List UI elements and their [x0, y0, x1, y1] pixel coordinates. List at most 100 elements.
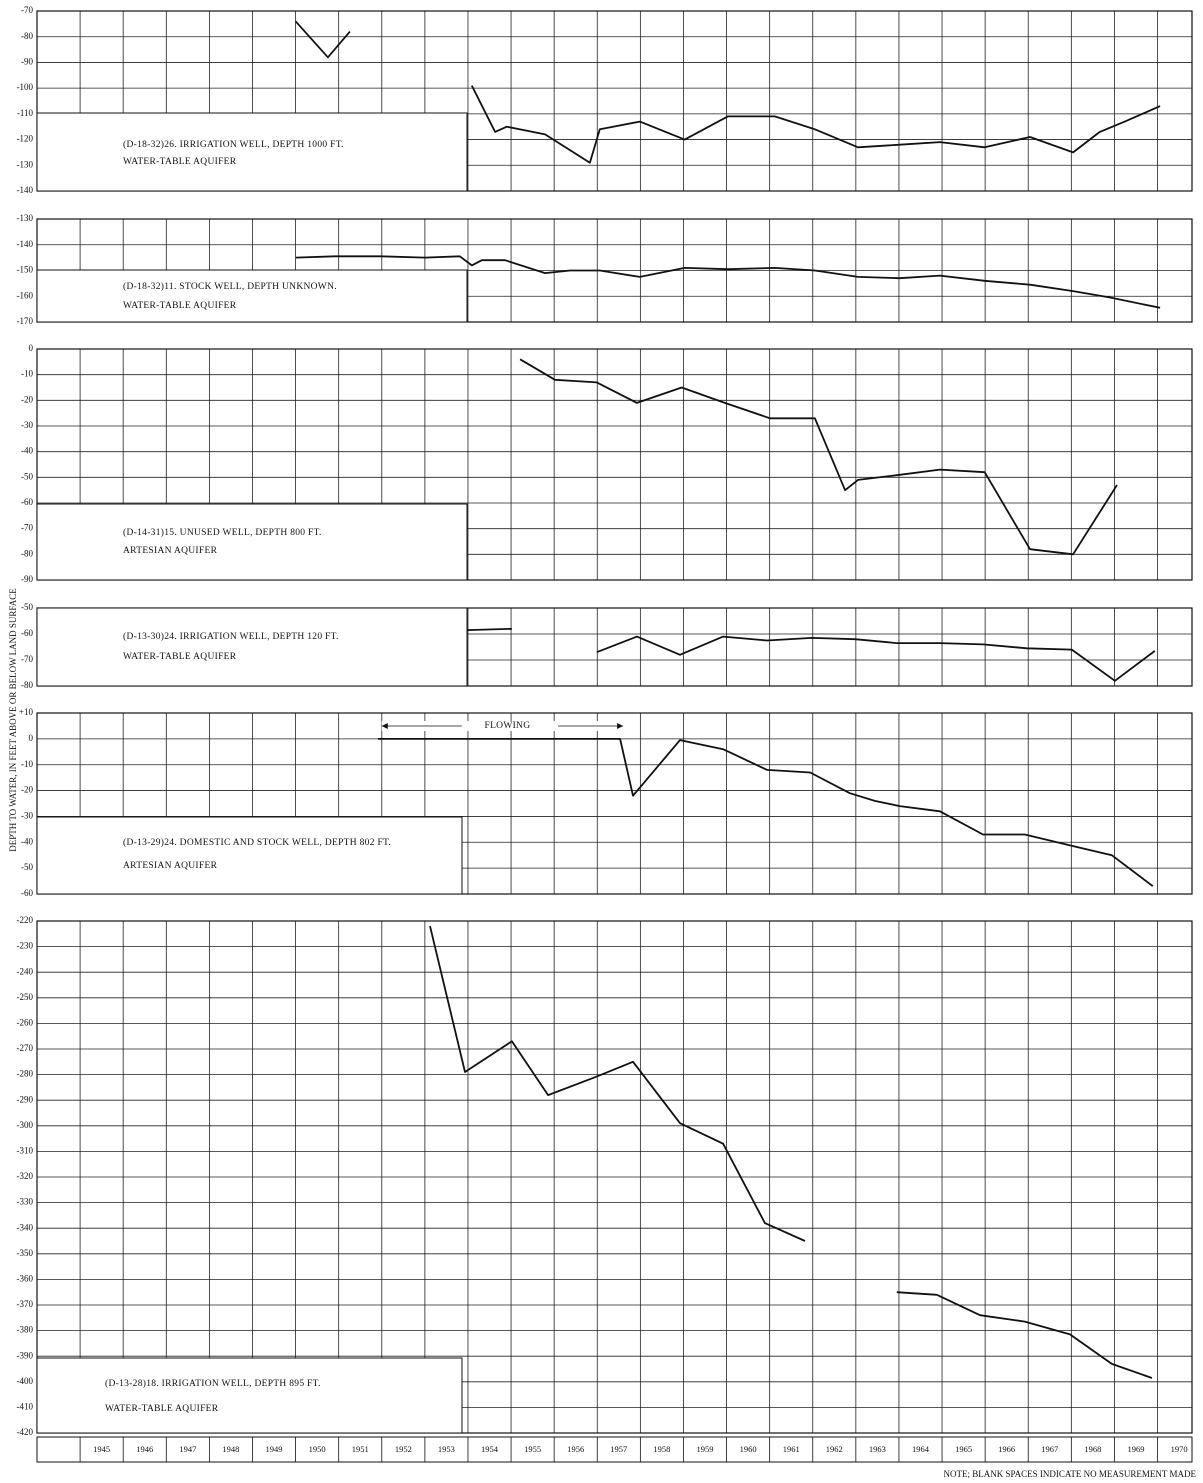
y-tick-label: -230 — [17, 941, 34, 951]
data-line — [429, 925, 1153, 1379]
x-tick-label: 1947 — [179, 1444, 196, 1454]
y-tick-label: -60 — [21, 497, 33, 507]
x-tick-label: 1956 — [567, 1444, 584, 1454]
y-tick-label: -350 — [17, 1248, 34, 1258]
y-tick-label: -130 — [17, 213, 34, 223]
y-tick-label: -240 — [17, 966, 34, 976]
x-tick-label: 1965 — [955, 1444, 972, 1454]
y-tick-label: 0 — [29, 343, 34, 353]
y-tick-label: -300 — [17, 1120, 34, 1130]
x-tick-label: 1964 — [912, 1444, 930, 1454]
y-tick-label: -80 — [21, 548, 33, 558]
y-tick-label: -170 — [17, 316, 34, 326]
y-tick-label: -270 — [17, 1043, 34, 1053]
label-box — [36, 816, 463, 895]
annotation: FLOWING — [484, 721, 530, 731]
y-tick-label: 0 — [29, 733, 34, 743]
y-tick-label: -110 — [17, 108, 34, 118]
aquifer-label: ARTESIAN AQUIFER — [123, 861, 218, 871]
y-tick-label: -150 — [17, 265, 34, 275]
y-tick-label: -70 — [21, 523, 33, 533]
y-tick-label: -260 — [17, 1017, 34, 1027]
x-tick-label: 1962 — [826, 1444, 843, 1454]
data-line — [295, 255, 1161, 309]
y-tick-label: -60 — [21, 628, 33, 638]
x-tick-label: 1970 — [1171, 1444, 1188, 1454]
label-box — [36, 112, 468, 192]
y-axis-title: DEPTH TO WATER, IN FEET ABOVE OR BELOW L… — [8, 588, 18, 852]
well-label: (D-13-30)24. IRRIGATION WELL, DEPTH 120 … — [123, 631, 339, 642]
aquifer-label: WATER-TABLE AQUIFER — [123, 157, 237, 167]
y-tick-label: -80 — [21, 680, 33, 690]
y-tick-label: -20 — [21, 394, 33, 404]
data-line — [294, 20, 1161, 164]
y-tick-label: -320 — [17, 1171, 34, 1181]
note: NOTE; BLANK SPACES INDICATE NO MEASUREME… — [943, 1469, 1196, 1479]
x-tick-label: 1960 — [740, 1444, 757, 1454]
x-tick-label: 1945 — [93, 1444, 110, 1454]
x-tick-label: 1958 — [653, 1444, 670, 1454]
x-tick-label: 1954 — [481, 1444, 499, 1454]
y-tick-label: -50 — [21, 602, 33, 612]
y-tick-label: +10 — [19, 707, 34, 717]
x-tick-label: 1952 — [395, 1444, 412, 1454]
aquifer-label: WATER-TABLE AQUIFER — [105, 1404, 219, 1414]
y-tick-label: -90 — [21, 574, 33, 584]
y-tick-label: -80 — [21, 31, 33, 41]
x-tick-label: 1951 — [352, 1444, 369, 1454]
aquifer-label: WATER-TABLE AQUIFER — [123, 301, 237, 311]
label-box — [36, 1357, 463, 1434]
y-tick-label: -40 — [21, 446, 33, 456]
y-tick-label: -250 — [17, 992, 34, 1002]
data-line — [467, 627, 1156, 682]
x-label-row — [36, 1436, 1193, 1463]
y-tick-label: -10 — [21, 369, 33, 379]
data-line — [377, 738, 1154, 887]
y-tick-label: -30 — [21, 810, 33, 820]
x-tick-label: 1959 — [697, 1444, 714, 1454]
y-tick-label: -220 — [17, 915, 34, 925]
data-line — [519, 358, 1118, 556]
panel-frame — [36, 348, 1193, 581]
y-tick-label: -40 — [21, 836, 33, 846]
y-tick-label: -30 — [21, 420, 33, 430]
y-tick-label: -140 — [17, 239, 34, 249]
panel-frame — [36, 920, 1193, 1434]
y-tick-label: -370 — [17, 1299, 34, 1309]
x-tick-label: 1966 — [998, 1444, 1015, 1454]
y-tick-label: -60 — [21, 888, 33, 898]
well-label: (D-18-32)11. STOCK WELL, DEPTH UNKNOWN. — [123, 281, 337, 292]
y-tick-label: -130 — [17, 159, 34, 169]
well-label: (D-13-28)18. IRRIGATION WELL, DEPTH 895 … — [105, 1378, 321, 1389]
y-tick-label: -420 — [17, 1427, 34, 1437]
y-tick-label: -90 — [21, 56, 33, 66]
x-tick-label: 1946 — [136, 1444, 153, 1454]
y-tick-label: -290 — [17, 1094, 34, 1104]
y-tick-label: -160 — [17, 290, 34, 300]
y-tick-label: -120 — [17, 134, 34, 144]
y-tick-label: -380 — [17, 1325, 34, 1335]
y-tick-label: -340 — [17, 1222, 34, 1232]
y-tick-label: -10 — [21, 759, 33, 769]
well-label: (D-14-31)15. UNUSED WELL, DEPTH 800 FT. — [123, 527, 322, 538]
y-tick-label: -390 — [17, 1350, 34, 1360]
y-tick-label: -70 — [21, 5, 33, 15]
y-tick-label: -50 — [21, 862, 33, 872]
x-tick-label: 1963 — [869, 1444, 886, 1454]
y-tick-label: -410 — [17, 1401, 34, 1411]
y-tick-label: -310 — [17, 1145, 34, 1155]
aquifer-label: WATER-TABLE AQUIFER — [123, 652, 237, 662]
y-tick-label: -280 — [17, 1069, 34, 1079]
panel-frame — [36, 10, 1193, 192]
label-box — [36, 269, 468, 323]
x-tick-label: 1955 — [524, 1444, 541, 1454]
x-tick-label: 1967 — [1041, 1444, 1058, 1454]
y-tick-label: -20 — [21, 785, 33, 795]
aquifer-label: ARTESIAN AQUIFER — [123, 546, 218, 556]
x-tick-label: 1969 — [1127, 1444, 1144, 1454]
annotation-bg — [381, 721, 624, 731]
y-tick-label: -100 — [17, 82, 34, 92]
x-tick-label: 1957 — [610, 1444, 627, 1454]
